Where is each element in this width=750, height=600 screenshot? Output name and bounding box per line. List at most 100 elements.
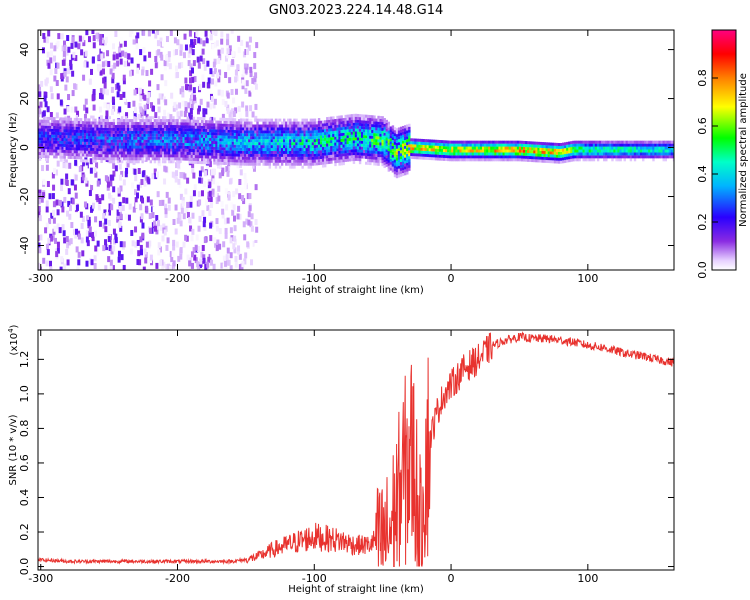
heatmap-cell	[122, 241, 126, 248]
heatmap-cell	[408, 132, 411, 136]
heatmap-cell	[110, 124, 114, 128]
heatmap-cell	[211, 132, 214, 136]
heatmap-cell	[205, 134, 208, 138]
heatmap-cell	[549, 145, 553, 149]
heatmap-cell	[401, 152, 405, 156]
heatmap-cell	[138, 87, 142, 94]
heatmap-cell	[293, 145, 296, 149]
heatmap-cell	[506, 143, 510, 147]
heatmap-cell	[625, 152, 629, 156]
heatmap-cell	[74, 232, 78, 239]
heatmap-cell	[406, 171, 409, 175]
heatmap-cell	[243, 63, 247, 70]
heatmap-cell	[90, 259, 94, 266]
heatmap-cell	[141, 124, 144, 128]
heatmap-cell	[122, 139, 126, 143]
heatmap-cell	[108, 116, 112, 120]
heatmap-cell	[170, 130, 173, 134]
heatmap-cell	[127, 160, 130, 164]
heatmap-cell	[125, 133, 128, 137]
heatmap-cell	[389, 132, 393, 136]
heatmap-cell	[112, 105, 116, 112]
heatmap-cell	[97, 54, 101, 61]
heatmap-cell	[160, 93, 164, 100]
heatmap-cell	[223, 218, 227, 225]
heatmap-cell	[186, 134, 189, 138]
heatmap-cell	[159, 145, 163, 149]
heatmap-cell	[38, 143, 42, 147]
heatmap-cell	[360, 149, 364, 153]
heatmap-cell	[149, 139, 153, 143]
heatmap-cell	[264, 121, 267, 125]
heatmap-cell	[133, 142, 136, 146]
heatmap-cell	[200, 122, 204, 126]
heatmap-cell	[354, 143, 358, 147]
heatmap-cell	[184, 157, 187, 161]
heatmap-cell	[196, 158, 200, 162]
heatmap-cell	[317, 118, 321, 122]
heatmap-cell	[428, 139, 432, 143]
heatmap-cell	[69, 153, 73, 157]
heatmap-cell	[94, 139, 97, 143]
heatmap-cell	[174, 119, 177, 123]
heatmap-cell	[420, 147, 423, 151]
heatmap-cell	[477, 155, 481, 159]
heatmap-cell	[531, 150, 534, 154]
heatmap-cell	[92, 159, 95, 163]
heatmap-cell	[75, 123, 79, 127]
heatmap-cell	[116, 142, 120, 146]
heatmap-cell	[45, 149, 48, 153]
heatmap-cell	[506, 146, 510, 150]
heatmap-cell	[303, 153, 306, 157]
heatmap-cell	[256, 159, 259, 163]
heatmap-cell	[172, 127, 175, 131]
heatmap-cell	[112, 151, 116, 155]
heatmap-cell	[116, 122, 120, 126]
heatmap-cell	[319, 135, 323, 139]
heatmap-cell	[157, 139, 161, 143]
heatmap-cell	[397, 162, 401, 166]
heatmap-cell	[215, 158, 218, 162]
heatmap-cell	[475, 149, 479, 153]
heatmap-cell	[282, 139, 286, 143]
heatmap-cell	[225, 147, 228, 151]
heatmap-cell	[133, 122, 136, 126]
heatmap-cell	[147, 154, 150, 158]
heatmap-cell	[319, 161, 323, 165]
heatmap-cell	[184, 142, 187, 146]
heatmap-cell	[42, 152, 46, 156]
heatmap-cell	[69, 63, 73, 70]
heatmap-cell	[53, 125, 56, 129]
heatmap-cell	[465, 140, 468, 144]
heatmap-cell	[191, 228, 195, 235]
heatmap-cell	[276, 148, 280, 152]
heatmap-cell	[75, 147, 79, 151]
heatmap-cell	[117, 190, 121, 197]
heatmap-cell	[164, 208, 168, 215]
heatmap-cell	[70, 179, 74, 186]
heatmap-cell	[621, 155, 624, 159]
heatmap-cell	[248, 90, 252, 97]
heatmap-cell	[629, 146, 633, 150]
heatmap-cell	[215, 152, 218, 156]
heatmap-cell	[592, 143, 596, 147]
heatmap-cell	[451, 155, 454, 159]
heatmap-cell	[38, 119, 40, 123]
heatmap-cell	[424, 156, 427, 160]
heatmap-cell	[459, 140, 462, 144]
heatmap-cell	[381, 139, 384, 143]
heatmap-cell	[124, 51, 128, 58]
heatmap-cell	[122, 124, 126, 128]
heatmap-cell	[336, 142, 339, 146]
heatmap-cell	[248, 156, 251, 160]
heatmap-cell	[215, 244, 219, 251]
heatmap-cell	[525, 146, 528, 150]
heatmap-cell	[75, 132, 79, 136]
heatmap-cell	[67, 149, 70, 153]
heatmap-cell	[315, 153, 319, 157]
heatmap-cell	[151, 124, 155, 128]
heatmap-cell	[209, 132, 212, 136]
heatmap-cell	[297, 159, 300, 163]
heatmap-cell	[215, 135, 218, 139]
heatmap-cell	[56, 223, 60, 230]
